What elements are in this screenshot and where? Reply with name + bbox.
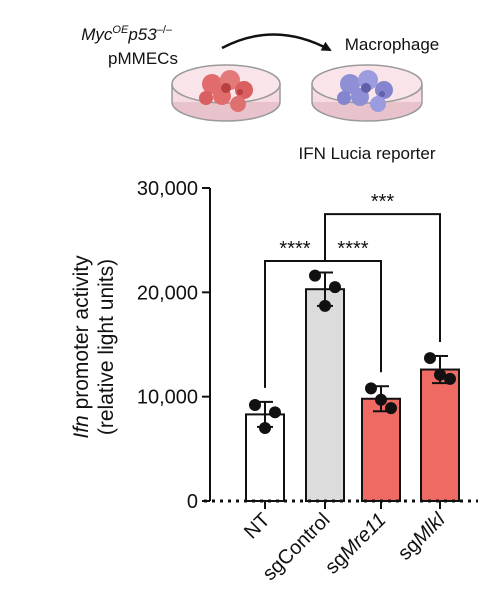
replicate-point (259, 421, 271, 434)
tumor-cell-dish (171, 64, 281, 122)
y-axis-title: Ifn promoter activity (70, 255, 93, 439)
significance-label: **** (337, 238, 368, 260)
y-tick-label: 0 (187, 491, 198, 513)
source-cell-label: pMMECs (108, 49, 178, 68)
bars (245, 288, 460, 503)
bar (361, 397, 401, 502)
source-genotype-label: MycOEp53–/– (81, 24, 173, 44)
reporter-label: IFN Lucia reporter (299, 144, 436, 163)
replicate-point (444, 372, 456, 385)
significance-bracket (324, 258, 382, 373)
macrophage-cluster (337, 70, 393, 112)
y-tick-label: 10,000 (137, 387, 198, 409)
bar (305, 288, 345, 502)
y-tick-label: 20,000 (137, 282, 198, 304)
y-tick-label: 30,000 (137, 178, 198, 200)
schematic: MycOEp53–/– pMMECs Macrophage IFN Lucia … (81, 24, 439, 163)
bar (420, 368, 460, 503)
tumor-cell-cluster (199, 70, 253, 112)
macrophage-dish (311, 64, 423, 122)
replicate-point (329, 281, 341, 294)
replicate-point (385, 402, 397, 415)
replicate-point (424, 352, 436, 365)
y-axis: 0 10,000 20,000 30,000 (137, 178, 211, 513)
x-tick-label: sgMlkl (394, 509, 450, 565)
target-cell-label: Macrophage (345, 35, 440, 54)
x-tick-label: sgMre11 (321, 509, 391, 579)
replicate-point (365, 382, 377, 395)
replicate-point (249, 399, 261, 412)
replicate-point (269, 406, 281, 419)
replicate-point (309, 269, 321, 282)
significance-brackets: **** ******* (264, 191, 441, 388)
significance-bracket (324, 213, 441, 342)
y-axis-subtitle: (relative light units) (95, 259, 118, 435)
error-bars (257, 271, 448, 428)
significance-label: **** (279, 238, 310, 260)
x-tick-label: NT (240, 509, 274, 543)
significance-label: *** (371, 191, 395, 213)
transfer-arrow (221, 33, 332, 52)
